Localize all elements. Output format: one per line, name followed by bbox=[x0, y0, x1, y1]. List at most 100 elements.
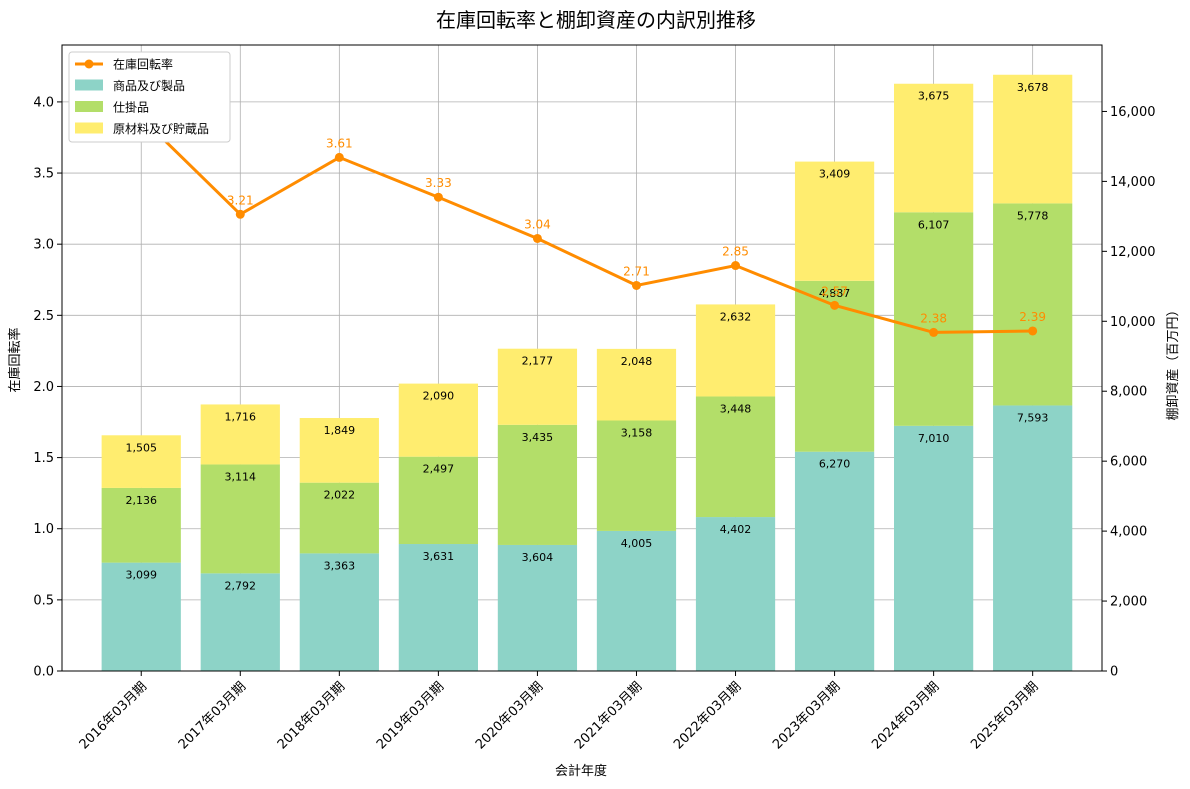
x-tick-label: 2019年03月期 bbox=[374, 679, 447, 752]
turnover-point bbox=[532, 233, 542, 243]
y-axis-right-label: 棚卸資産（百万円） bbox=[1165, 303, 1181, 420]
y-left-tick-label: 2.0 bbox=[33, 380, 54, 395]
bar-value-label: 2,177 bbox=[522, 355, 554, 368]
bar-segment bbox=[497, 348, 578, 425]
bar-value-label: 2,136 bbox=[125, 494, 157, 507]
bar-segment bbox=[200, 404, 280, 465]
bar-segment bbox=[398, 544, 478, 671]
turnover-point bbox=[631, 280, 641, 290]
bar-segment bbox=[299, 418, 379, 483]
y-left-tick-label: 1.0 bbox=[33, 522, 54, 537]
bar-value-label: 3,158 bbox=[621, 426, 653, 439]
x-tick-label: 2025年03月期 bbox=[968, 679, 1041, 752]
bar-value-label: 3,099 bbox=[125, 569, 157, 582]
turnover-point bbox=[929, 327, 939, 337]
y-axis-left-label: 在庫回転率 bbox=[7, 327, 23, 392]
turnover-value-label: 2.39 bbox=[1019, 310, 1046, 324]
turnover-point bbox=[830, 300, 840, 310]
bar-segment bbox=[596, 530, 677, 671]
x-tick-label: 2022年03月期 bbox=[671, 679, 744, 752]
x-axis-label: 会計年度 bbox=[555, 763, 607, 779]
x-tick-label: 2021年03月期 bbox=[572, 679, 645, 752]
turnover-value-label: 3.33 bbox=[425, 176, 452, 190]
bar-segment bbox=[993, 203, 1073, 406]
turnover-value-label: 2.71 bbox=[623, 264, 650, 278]
turnover-value-label: 2.38 bbox=[920, 311, 947, 325]
turnover-value-label: 3.04 bbox=[524, 217, 551, 231]
bar-segment bbox=[101, 435, 181, 488]
bar-segment bbox=[993, 405, 1073, 671]
bar-segment bbox=[200, 464, 280, 574]
legend-label: 原材料及び貯蔵品 bbox=[113, 122, 209, 136]
bar-value-label: 4,402 bbox=[720, 523, 752, 536]
y-left-tick-label: 1.5 bbox=[33, 451, 54, 466]
bar-value-label: 3,448 bbox=[720, 402, 752, 415]
bar-segment bbox=[794, 161, 875, 281]
bar-value-label: 3,678 bbox=[1017, 81, 1049, 94]
bar-segment bbox=[894, 212, 974, 426]
bar-value-label: 1,505 bbox=[125, 441, 157, 454]
bar-segment bbox=[101, 562, 181, 671]
bar-value-label: 3,631 bbox=[423, 550, 455, 563]
bar-value-label: 3,675 bbox=[918, 90, 950, 103]
turnover-point bbox=[334, 152, 344, 162]
turnover-line-path bbox=[140, 116, 1033, 334]
bar-segment bbox=[497, 544, 578, 671]
legend-bar-swatch bbox=[75, 101, 103, 112]
bar-value-label: 2,048 bbox=[621, 355, 653, 368]
turnover-point bbox=[1028, 326, 1038, 336]
y-left-tick-label: 0.0 bbox=[33, 665, 54, 680]
y-left-tick-label: 3.0 bbox=[33, 238, 54, 253]
bar-value-label: 6,107 bbox=[918, 218, 950, 231]
bar-segment bbox=[596, 348, 677, 421]
bar-segment bbox=[695, 517, 776, 671]
y-right-tick-label: 6,000 bbox=[1110, 455, 1147, 470]
bar-value-label: 2,022 bbox=[324, 489, 356, 502]
y-right-tick-label: 10,000 bbox=[1110, 315, 1156, 330]
y-right-tick-label: 12,000 bbox=[1110, 245, 1156, 260]
bar-segment bbox=[101, 487, 181, 563]
bar-value-label: 2,090 bbox=[423, 390, 455, 403]
bar-value-label: 3,363 bbox=[324, 559, 356, 572]
bars: 3,099 2,136 1,505 2,792 3,114 1,716 3,363 2,022… bbox=[101, 74, 1073, 671]
bar-value-label: 2,632 bbox=[720, 310, 752, 323]
bar-value-label: 3,114 bbox=[225, 470, 257, 483]
y-right-tick-label: 14,000 bbox=[1110, 175, 1156, 190]
bar-segment bbox=[695, 396, 776, 518]
x-tick-label: 2023年03月期 bbox=[770, 679, 843, 752]
y-left-tick-label: 4.0 bbox=[33, 95, 54, 110]
legend-bar-swatch bbox=[75, 122, 103, 134]
plot-frame bbox=[61, 44, 1103, 672]
bar-segment bbox=[794, 451, 875, 671]
bar-value-label: 4,005 bbox=[621, 537, 653, 550]
legend-label: 在庫回転率 bbox=[113, 57, 173, 72]
bar-segment bbox=[695, 304, 776, 397]
y-right-tick-label: 2,000 bbox=[1110, 595, 1147, 610]
legend-bar-swatch bbox=[75, 79, 103, 91]
bar-value-label: 5,778 bbox=[1017, 209, 1049, 222]
x-tick-label: 2018年03月期 bbox=[275, 679, 348, 752]
bar-segment bbox=[299, 553, 379, 671]
turnover-value-label: 3.61 bbox=[326, 136, 353, 150]
bar-value-label: 3,435 bbox=[522, 431, 554, 444]
legend-line-marker bbox=[84, 59, 94, 69]
bar-value-label: 6,270 bbox=[819, 458, 851, 471]
legend-label: 仕掛品 bbox=[113, 100, 149, 115]
x-tick-label: 2016年03月期 bbox=[77, 679, 150, 752]
y-left-tick-label: 2.5 bbox=[33, 309, 54, 324]
y-left-tick-label: 0.5 bbox=[33, 593, 54, 608]
bar-value-label: 4,887 bbox=[819, 287, 851, 300]
x-tick-label: 2024年03月期 bbox=[869, 679, 942, 752]
bar-value-label: 3,604 bbox=[522, 551, 554, 564]
y-right-tick-label: 4,000 bbox=[1110, 525, 1147, 540]
bar-value-label: 1,849 bbox=[324, 424, 356, 437]
bar-segment bbox=[497, 424, 578, 545]
y-right-tick-label: 0 bbox=[1110, 665, 1118, 680]
bar-segment bbox=[993, 74, 1073, 204]
turnover-line: 3.21 3.61 3.33 3.04 2.71 2.85 2.57 2.38 2.39 bbox=[136, 113, 1046, 337]
bar-segment bbox=[398, 456, 478, 545]
turnover-point bbox=[731, 261, 741, 271]
turnover-value-label: 2.85 bbox=[722, 245, 749, 259]
